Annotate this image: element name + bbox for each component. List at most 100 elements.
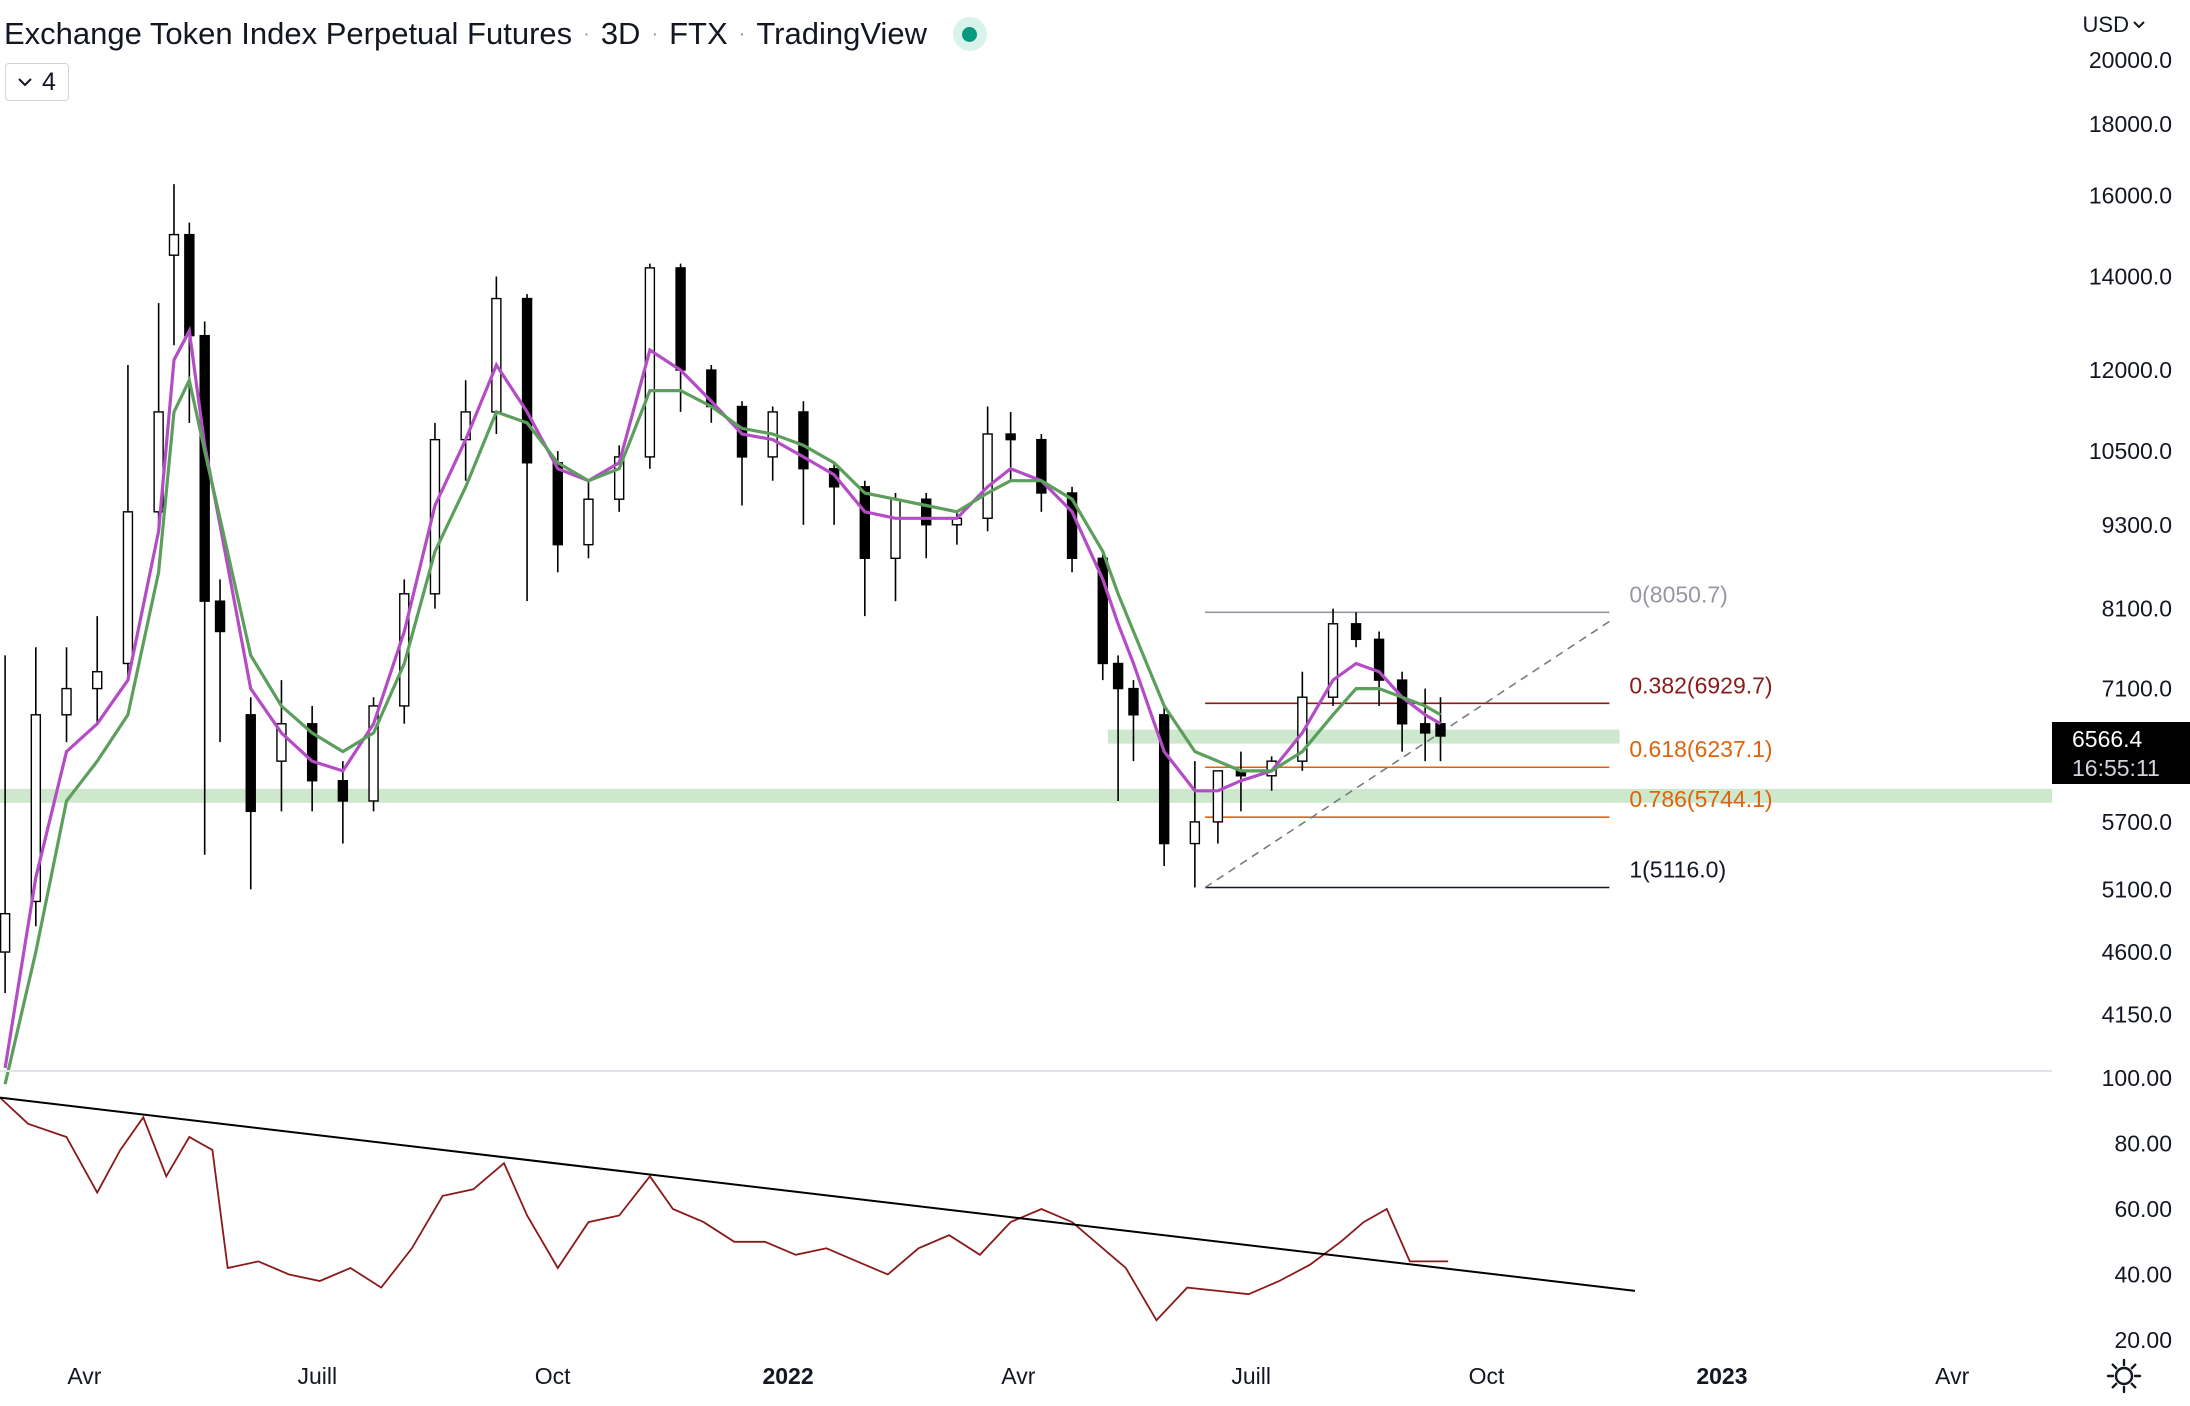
fibonacci-retracement: 0(8050.7) 0.382(6929.7) 0.618(6237.1) 0.786… [1204,581,1773,889]
rsi-axis-tick: 80.00 [2114,1131,2172,1157]
time-axis-tick: Avr [1001,1363,1035,1389]
price-axis-tick: 7100.0 [2102,676,2172,702]
candle-body [0,912,11,953]
candle-body [337,780,349,802]
candle-body [1327,623,1339,698]
candle-body [1350,623,1362,641]
candle-body [30,714,42,903]
time-axis-tick: 2023 [1696,1363,1747,1389]
candle-body [368,705,379,802]
interval-label[interactable]: 3D [600,16,641,51]
candle-body [1396,679,1408,725]
price-axis-tick: 4600.0 [2102,939,2172,965]
candle-body [1297,696,1308,762]
fib-level-label: 0.786(5744.1) [1629,786,1772,812]
chevron-down-icon [2133,21,2145,29]
time-axis-tick: Juill [297,1363,337,1389]
candle-body [276,723,287,762]
candlestick-series [0,184,1446,993]
candle-body [122,511,134,665]
candle-body [1189,821,1201,845]
last-price-label: 6566.4 16:55:11 [2052,722,2190,784]
candle-body [675,267,686,371]
symbol-title[interactable]: Exchange Token Index Perpetual Futures [4,16,573,51]
rsi-axis-tick: 40.00 [2114,1262,2172,1288]
candle-body [429,438,441,595]
fib-level-label: 0(8050.7) [1629,581,1727,607]
price-axis-tick: 9300.0 [2102,512,2172,538]
price-axis-tick: 18000.0 [2089,111,2172,137]
support-zones [0,729,2052,803]
time-axis-tick: Oct [535,1363,571,1389]
last-price-value: 6566.4 [2072,726,2143,752]
time-axis-tick: Juill [1231,1363,1271,1389]
candle-body [491,297,502,413]
exchange-label: FTX [669,16,728,51]
candle-body [61,687,72,716]
rsi-axis-tick: 60.00 [2114,1196,2172,1222]
gear-icon[interactable] [2106,1358,2142,1394]
candle-body [245,714,256,813]
candle-body [890,498,901,560]
bar-countdown: 16:55:11 [2072,755,2160,781]
currency-label: USD [2082,12,2129,37]
fib-level-label: 0.618(6237.1) [1629,736,1772,762]
time-axis-tick: Avr [67,1363,101,1389]
fib-level-label: 1(5116.0) [1629,857,1726,883]
rsi-line [0,1097,1449,1322]
moving-averages [3,325,1442,1085]
candle-body [214,600,226,633]
price-axis-tick: 4150.0 [2102,1002,2172,1028]
candle-body [798,411,809,470]
rsi-trend-line [0,1096,1636,1292]
candle-body [1435,723,1446,737]
price-axis-tick: 10500.0 [2089,438,2172,464]
separator-dot: · [583,22,590,45]
rsi-pane [0,1070,2052,1322]
candle-body [552,462,563,546]
dashed-trend-line [1204,620,1610,889]
separator-dot: · [651,22,659,45]
source-label: TradingView [756,16,927,51]
time-axis-tick: Avr [1935,1363,1969,1389]
candle-body [1097,557,1108,665]
support-zone-0 [0,788,2052,803]
time-axis-tick: Oct [1469,1363,1505,1389]
candle-body [1158,714,1170,845]
axes: 20000.0 18000.0 16000.0 14000.0 12000.0 10500… [67,47,2172,1389]
price-axis-tick: 16000.0 [2089,182,2172,208]
price-axis-tick: 8100.0 [2102,596,2172,622]
candle-body [306,723,318,782]
candle-body [982,433,993,519]
support-zone-1 [1107,729,1620,744]
price-axis-tick: 14000.0 [2089,263,2172,289]
candle-body [583,498,594,546]
candle-body [521,297,533,464]
separator-dot: · [738,22,746,45]
indicators-collapse-button[interactable]: 4 [5,63,69,101]
candle-body [1419,723,1431,734]
fib-level-label: 0.382(6929.7) [1629,672,1772,698]
time-axis-tick: 2022 [762,1363,813,1389]
chart-title-bar: Exchange Token Index Perpetual Futures ·… [4,12,987,56]
candle-body [859,486,871,560]
chevron-down-icon [18,78,32,87]
candle-body [921,498,932,526]
rsi-axis-tick: 20.00 [2114,1327,2172,1353]
candle-body [1066,492,1078,560]
currency-selector[interactable]: USD [2083,12,2145,38]
candle-body [1112,662,1124,690]
rsi-axis-tick: 100.00 [2102,1065,2172,1091]
candle-body [184,233,195,337]
price-axis-tick: 5700.0 [2102,809,2172,835]
candle-body [92,671,103,690]
price-axis-tick: 20000.0 [2089,47,2172,73]
candle-body [1212,770,1224,823]
price-axis-tick: 5100.0 [2102,876,2172,902]
candle-body [168,233,180,256]
price-axis-tick: 12000.0 [2089,357,2172,383]
indicator-count: 4 [42,67,56,96]
candle-body [153,411,164,513]
